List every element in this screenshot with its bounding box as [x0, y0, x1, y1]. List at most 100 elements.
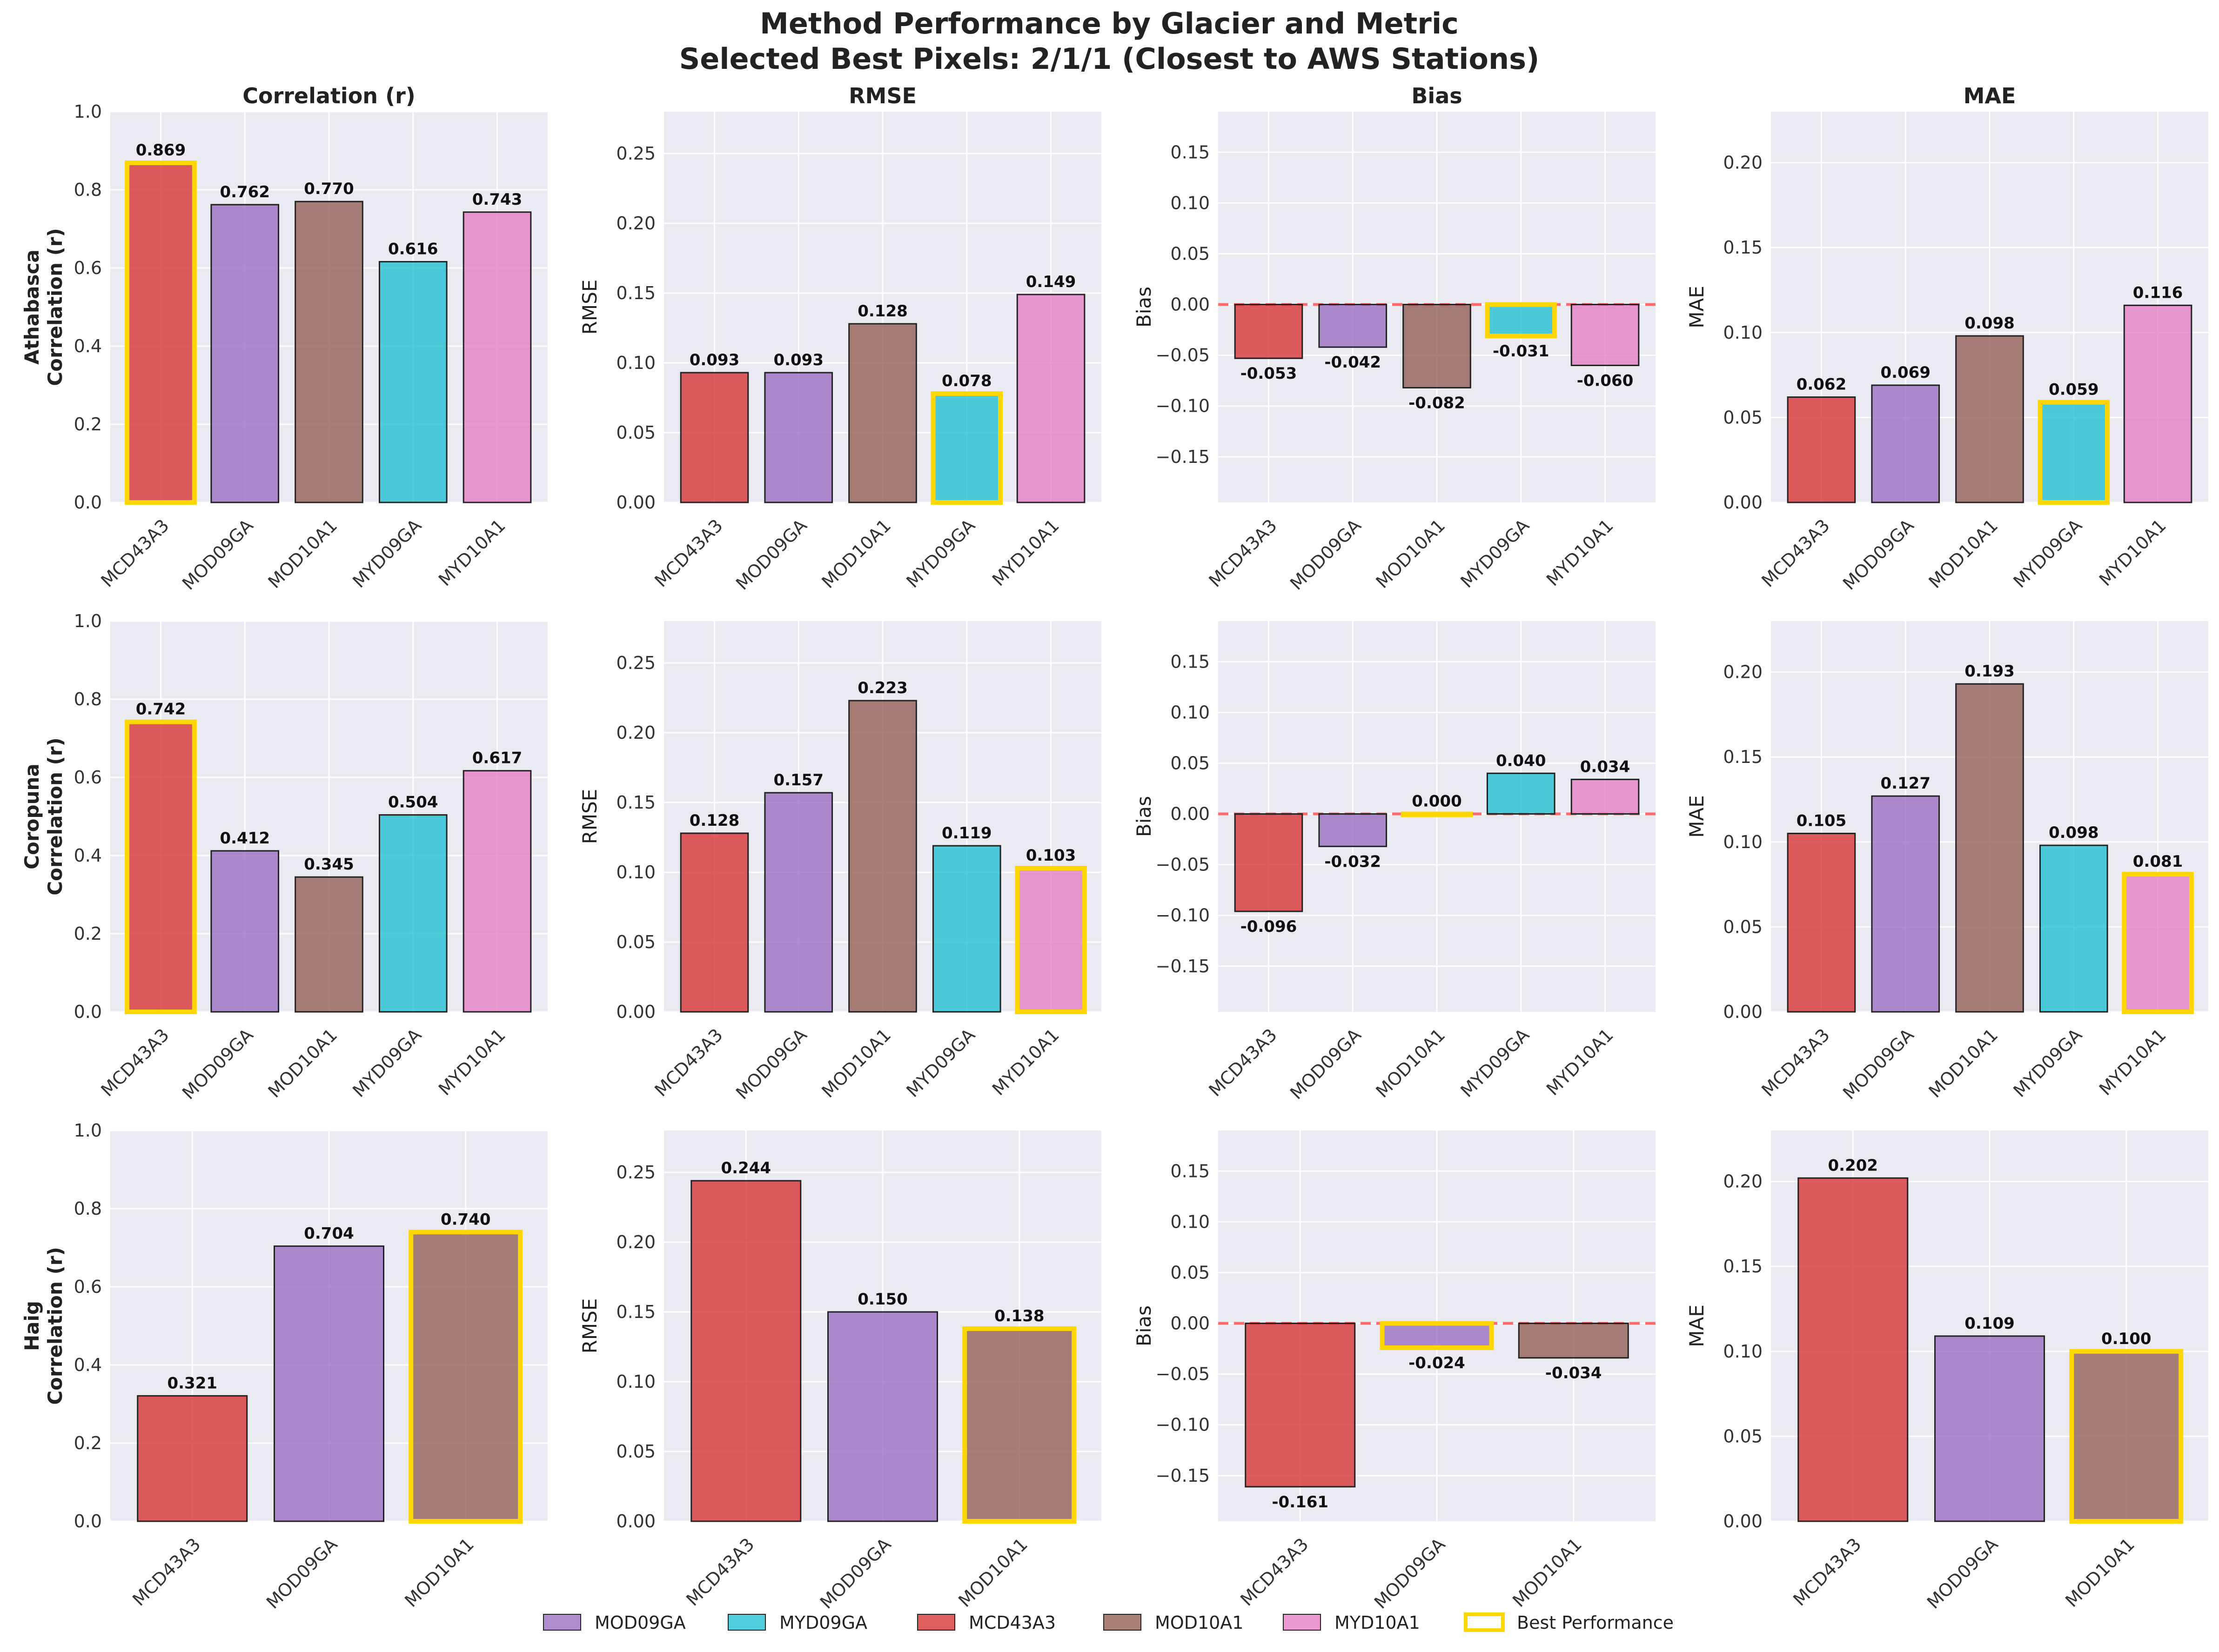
x-tick-label: MCD43A3 — [97, 515, 173, 591]
column-title: MAE — [1964, 83, 2016, 108]
value-label: 0.081 — [2133, 852, 2183, 871]
y-tick-label: 0.4 — [74, 1355, 102, 1375]
value-label: 0.116 — [2133, 283, 2183, 302]
panel-athabasca-bias: −0.15 −0.10 −0.05 0.00 0.05 0.10 0.15 -0.053 MCD… — [1133, 83, 1656, 594]
x-tick-label: MOD10A1 — [1508, 1534, 1586, 1611]
y-tick-label: 0.00 — [1170, 804, 1210, 824]
x-tick-label: MCD43A3 — [1205, 515, 1280, 591]
y-tick-label: 0.4 — [74, 845, 102, 866]
bar-mod09ga — [827, 1311, 938, 1522]
row-label-metric: Correlation (r) — [44, 737, 67, 895]
x-tick-label: MCD43A3 — [1757, 515, 1833, 591]
y-tick-label: 0.05 — [1170, 243, 1210, 264]
value-label: 0.244 — [721, 1159, 771, 1177]
x-tick-label: MOD09GA — [1286, 1024, 1365, 1104]
bar-mcd43a3-best — [125, 161, 197, 505]
bar-mcd43a3 — [1787, 833, 1856, 1013]
value-label: -0.096 — [1240, 917, 1297, 936]
bar-mod09ga — [1318, 304, 1388, 348]
x-tick-label: MYD10A1 — [1542, 1024, 1617, 1099]
y-axis-label: RMSE — [578, 1298, 601, 1354]
legend-swatch — [728, 1614, 766, 1631]
legend-swatch — [1283, 1614, 1321, 1631]
value-label: 0.105 — [1797, 812, 1847, 830]
x-tick-label: MOD10A1 — [818, 1024, 895, 1102]
legend-item-best: Best Performance — [1464, 1612, 1674, 1633]
legend-item-myd09ga: MYD09GA — [728, 1612, 867, 1633]
x-tick-label: MOD09GA — [262, 1534, 342, 1613]
y-tick-label: 0.0 — [74, 1511, 102, 1532]
x-tick-label: MOD10A1 — [1925, 515, 2002, 592]
value-label: 0.150 — [858, 1290, 908, 1309]
y-tick-label: 0.00 — [1723, 1511, 1763, 1532]
y-tick-label: 0.25 — [616, 143, 656, 164]
value-label: 0.078 — [942, 372, 992, 390]
column-title: RMSE — [849, 83, 917, 108]
x-tick-label: MYD10A1 — [2095, 1024, 2170, 1099]
value-label: -0.060 — [1577, 371, 1634, 390]
y-tick-label: −0.10 — [1156, 1415, 1210, 1435]
value-label: -0.034 — [1545, 1364, 1602, 1383]
bar-mod09ga — [764, 372, 833, 503]
x-tick-label: MOD10A1 — [2061, 1534, 2139, 1611]
y-tick-label: 0.10 — [1170, 1211, 1210, 1232]
bar-mod10a1 — [848, 700, 917, 1013]
value-label: 0.069 — [1880, 363, 1931, 382]
y-tick-label: 0.05 — [1170, 1262, 1210, 1283]
y-tick-label: −0.05 — [1156, 855, 1210, 875]
y-tick-label: 0.6 — [74, 258, 102, 278]
legend-label: MOD09GA — [595, 1612, 686, 1633]
legend-label: MYD09GA — [779, 1612, 867, 1633]
value-label: -0.031 — [1493, 342, 1549, 361]
bar-mod10a1-best — [409, 1230, 523, 1524]
bar-myd10a1 — [1570, 304, 1640, 366]
bar-mod09ga — [210, 850, 280, 1013]
x-tick-label: MYD09GA — [2009, 515, 2086, 592]
bar-mcd43a3 — [1234, 304, 1303, 359]
y-tick-label: 0.00 — [1723, 1002, 1763, 1022]
row-label-glacier: Athabasca — [20, 249, 43, 364]
x-tick-label: MYD09GA — [349, 515, 425, 592]
value-label: 0.138 — [994, 1307, 1045, 1325]
x-tick-label: MOD09GA — [1286, 515, 1365, 594]
y-tick-label: 0.05 — [1723, 1426, 1763, 1446]
y-tick-label: 0.00 — [616, 1511, 656, 1532]
x-tick-label: MYD10A1 — [988, 1024, 1063, 1099]
y-tick-label: 0.10 — [1170, 702, 1210, 722]
panel-haig-r: 0.0 0.2 0.4 0.6 0.8 1.0 0.321 MCD43A3 0.704 MOD09… — [20, 1120, 548, 1613]
bar-mod09ga — [1871, 384, 1940, 503]
y-tick-label: 0.05 — [616, 932, 656, 952]
y-axis-label: RMSE — [578, 280, 601, 335]
bar-mcd43a3 — [137, 1395, 248, 1522]
panel-athabasca-r: 0.0 0.2 0.4 0.6 0.8 1.0 0.869 MCD43A3 0.762 MOD09… — [20, 83, 548, 594]
y-tick-label: 0.10 — [1723, 1341, 1763, 1362]
bar-myd09ga — [378, 814, 448, 1013]
y-tick-label: 0.05 — [1723, 407, 1763, 428]
bar-mod10a1 — [848, 323, 917, 503]
y-tick-label: 0.20 — [1723, 153, 1763, 173]
value-label: 0.202 — [1828, 1156, 1878, 1175]
bar-mod10a1 — [1955, 335, 2024, 503]
y-axis-label: Bias — [1133, 287, 1155, 328]
value-label: 0.321 — [167, 1374, 217, 1392]
value-label: 0.617 — [472, 749, 523, 768]
x-tick-label: MOD10A1 — [1372, 1024, 1449, 1102]
bar-myd09ga — [2039, 844, 2108, 1013]
legend-label: MOD10A1 — [1155, 1612, 1243, 1633]
x-tick-label: MCD43A3 — [650, 1024, 726, 1100]
bar-mod10a1 — [295, 876, 363, 1013]
panel-coropuna-rmse: 0.00 0.05 0.10 0.15 0.20 0.25 0.128 MCD43A3 0.15… — [578, 621, 1101, 1104]
row-label-glacier: Coropuna — [20, 763, 43, 869]
value-label: 0.742 — [136, 700, 186, 719]
y-tick-label: 0.00 — [1170, 1313, 1210, 1334]
x-tick-label: MOD09GA — [178, 1024, 257, 1104]
x-tick-label: MCD43A3 — [97, 1024, 173, 1100]
value-label: 0.869 — [136, 141, 186, 160]
value-label: 0.103 — [1026, 846, 1076, 865]
chart-title-line1: Method Performance by Glacier and Metric — [760, 7, 1459, 40]
bar-mod09ga — [274, 1245, 384, 1522]
row-label-glacier: Haig — [20, 1301, 43, 1351]
x-tick-label: MCD43A3 — [1205, 1024, 1280, 1100]
x-tick-label: MOD10A1 — [1372, 515, 1449, 592]
